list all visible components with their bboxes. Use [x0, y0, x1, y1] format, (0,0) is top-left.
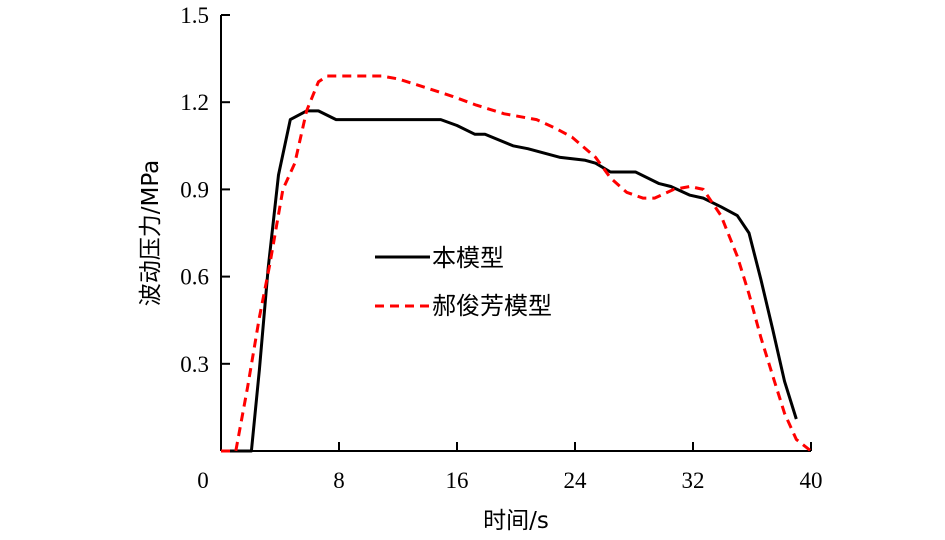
axes: 0 8 16 24 32 40 0.3 0.6 0.9 1.2 1.5 [180, 3, 822, 493]
y-tick-label: 0.3 [180, 352, 209, 377]
legend-label-series-1: 郝俊芳模型 [432, 292, 552, 320]
legend-label-series-0: 本模型 [432, 244, 504, 272]
x-tick-label: 32 [682, 468, 705, 493]
y-tick-label: 1.2 [180, 90, 209, 115]
x-tick-label: 40 [800, 468, 823, 493]
x-tick-label: 24 [564, 468, 588, 493]
y-tick-label: 0.9 [180, 177, 209, 202]
y-tick-label: 0.6 [180, 265, 209, 290]
x-tick-label: 8 [333, 468, 345, 493]
legend: 本模型 郝俊芳模型 [375, 244, 552, 320]
x-tick-label: 16 [446, 468, 469, 493]
y-axis-title: 波动压力/MPa [138, 160, 164, 307]
series-line-0 [221, 109, 798, 453]
x-axis-title: 时间/s [483, 508, 549, 534]
y-tick-label: 1.5 [180, 3, 209, 28]
series-group [221, 74, 812, 453]
x-tick-label: 0 [197, 468, 209, 493]
series-line-1 [221, 74, 812, 453]
